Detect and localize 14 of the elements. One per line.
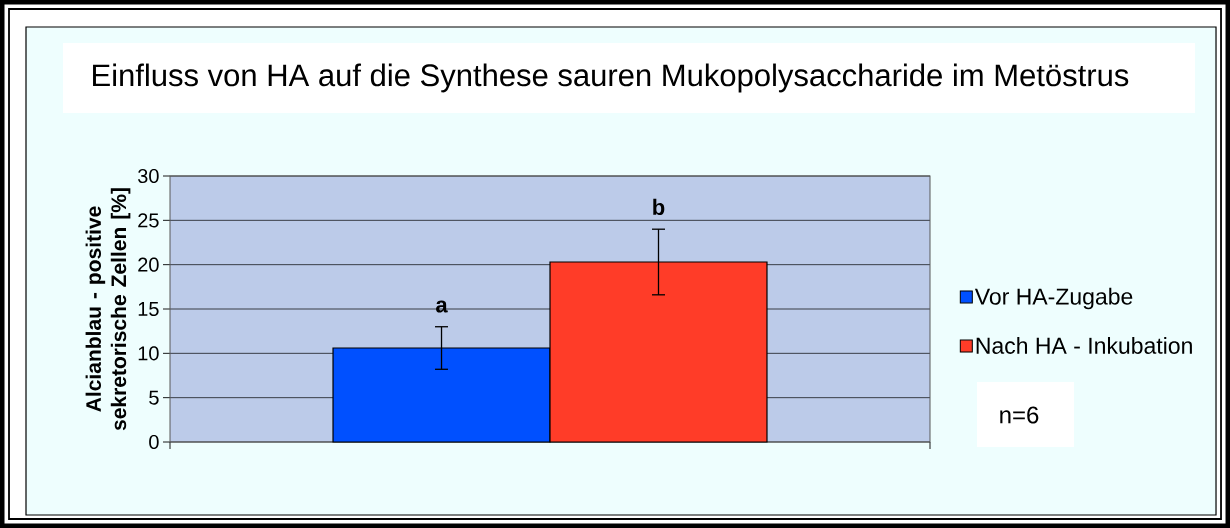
y-tick-label: 20 <box>138 257 159 272</box>
y-tick-label: 15 <box>138 302 159 316</box>
y-tick-label: 30 <box>137 168 159 184</box>
annotation: a <box>436 300 448 313</box>
y-tick-label: 5 <box>149 390 159 405</box>
y-tick-label: 25 <box>138 213 159 228</box>
y-axis-title: Alcianblau - positive sekretorische Zellen [%] <box>85 188 131 431</box>
y-tick-label: 0 <box>149 434 159 450</box>
y-tick-label: 10 <box>138 346 159 361</box>
legend-label: Vor HA-Zugabe <box>974 287 1133 310</box>
annotation: b <box>653 198 665 215</box>
legend-label: Nach HA - Inkubation <box>976 337 1192 354</box>
text: n=6 <box>1000 406 1039 424</box>
chart-title: Einfluss von HA auf die Synthese sauren Mukopolysaccharide im Metöstrus <box>93 63 1129 93</box>
